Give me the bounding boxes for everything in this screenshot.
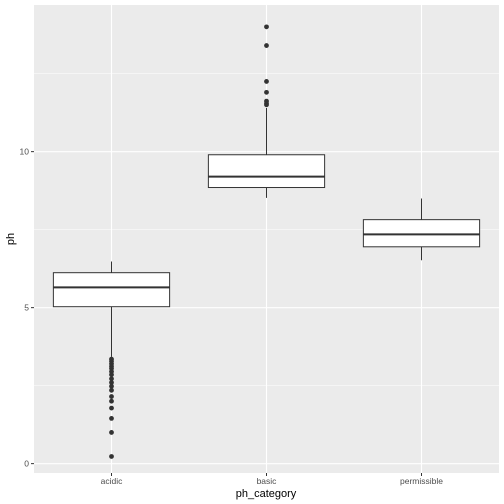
y-tick-label: 5 — [24, 303, 29, 313]
x-axis-title: ph_category — [236, 488, 297, 500]
outlier-point — [109, 376, 114, 382]
x-tick-label: permissible — [400, 476, 443, 486]
outlier-point — [109, 383, 114, 389]
y-tick-label: 10 — [20, 147, 30, 157]
outlier-point — [109, 454, 114, 459]
outlier-point — [109, 405, 114, 411]
outlier-point — [109, 398, 114, 404]
box-body — [362, 219, 481, 248]
outlier-point — [264, 89, 269, 95]
outlier-point — [264, 98, 269, 104]
outlier-point — [109, 394, 114, 399]
outlier-point — [109, 380, 114, 385]
outlier-point — [264, 24, 269, 30]
box-basic — [207, 24, 326, 198]
outlier-point — [109, 416, 114, 421]
axes: 0 5 10 acidic basic permissible — [20, 147, 444, 486]
outlier-point — [264, 43, 269, 48]
outlier-point — [109, 372, 114, 378]
box-acidic — [52, 261, 171, 459]
y-axis-title: ph — [5, 233, 17, 245]
box-body — [207, 154, 326, 189]
box-permissible — [362, 198, 481, 261]
y-tick-label: 0 — [24, 459, 29, 469]
boxes — [52, 24, 481, 459]
outlier-point — [264, 79, 269, 84]
x-tick-label: basic — [257, 476, 278, 486]
outlier-point — [109, 387, 114, 393]
outlier-point — [109, 430, 114, 435]
box-body — [52, 272, 171, 308]
x-tick-label: acidic — [101, 476, 123, 486]
